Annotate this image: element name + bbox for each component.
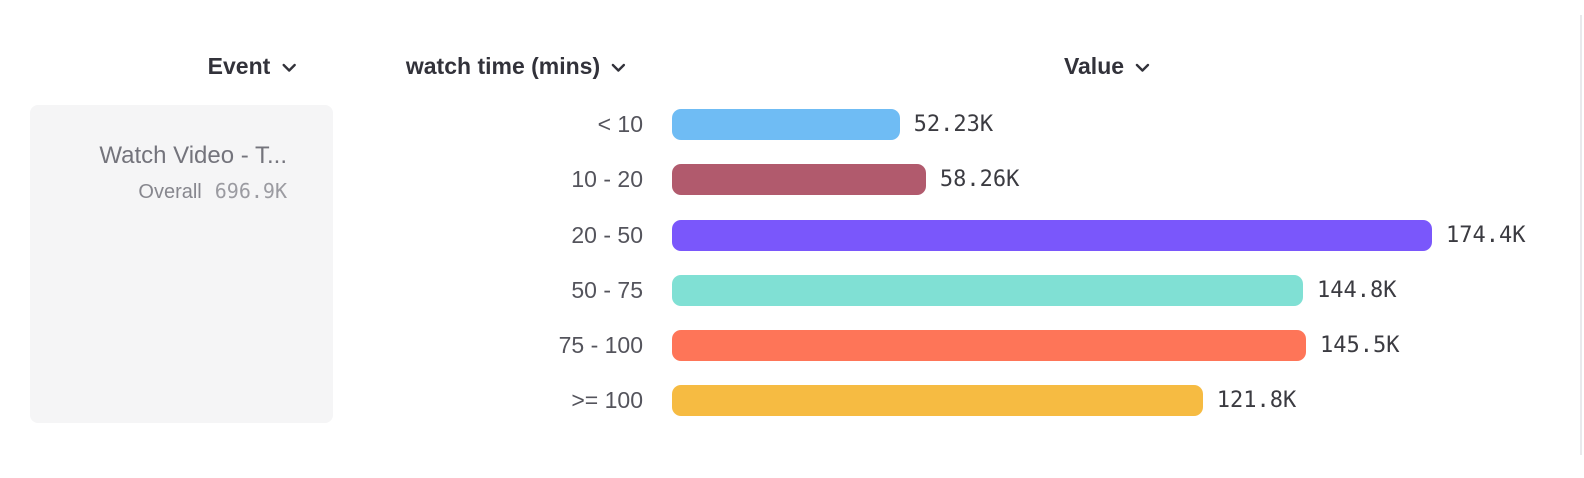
column-header-value-label: Value bbox=[1063, 53, 1125, 79]
bar[interactable] bbox=[672, 385, 1203, 417]
bar-row: 50 - 75 144.8K bbox=[420, 274, 1584, 306]
bar-chart: < 10 52.23K 10 - 20 58.26K 20 - 50 174.4… bbox=[420, 109, 1584, 441]
bar[interactable] bbox=[672, 164, 926, 196]
bar-value-label: 145.5K bbox=[1320, 333, 1400, 359]
bar[interactable] bbox=[672, 330, 1307, 362]
bar-row: < 10 52.23K bbox=[420, 109, 1584, 140]
bar-value-label: 52.23K bbox=[913, 112, 994, 137]
bar-category-label: >= 100 bbox=[571, 387, 643, 414]
event-card[interactable]: Watch Video - T... Overall 696.9K bbox=[30, 105, 333, 423]
column-header-breakdown[interactable]: watch time (mins) bbox=[406, 53, 626, 80]
bar-value-label: 144.8K bbox=[1317, 277, 1397, 303]
bar[interactable] bbox=[672, 274, 1303, 306]
chevron-down-icon bbox=[1135, 63, 1150, 72]
overall-label: Overall bbox=[138, 181, 202, 203]
bar-category-label: < 10 bbox=[597, 111, 643, 137]
overall-line: Overall 696.9K bbox=[40, 179, 287, 204]
bar-row: 75 - 100 145.5K bbox=[420, 330, 1584, 362]
bar-value-label: 174.4K bbox=[1446, 222, 1526, 248]
bar-category-label: 10 - 20 bbox=[571, 166, 643, 193]
bar-row: 10 - 20 58.26K bbox=[420, 164, 1584, 196]
panel-divider bbox=[1580, 15, 1582, 455]
bar-category-label: 50 - 75 bbox=[571, 276, 643, 303]
column-header-event[interactable]: Event bbox=[208, 53, 297, 80]
column-header-value[interactable]: Value bbox=[1064, 53, 1150, 80]
bar-row: 20 - 50 174.4K bbox=[420, 219, 1584, 251]
bar[interactable] bbox=[672, 219, 1432, 251]
event-title: Watch Video - T... bbox=[99, 142, 287, 169]
bar-category-label: 75 - 100 bbox=[558, 332, 643, 359]
column-header-breakdown-label: watch time (mins) bbox=[405, 53, 601, 79]
bar-row: >= 100 121.8K bbox=[420, 385, 1584, 417]
bar[interactable] bbox=[672, 109, 900, 140]
bar-value-label: 58.26K bbox=[939, 167, 1020, 193]
chevron-down-icon bbox=[611, 63, 626, 72]
chevron-down-icon bbox=[282, 63, 296, 72]
column-header-event-label: Event bbox=[207, 53, 271, 79]
bar-category-label: 20 - 50 bbox=[571, 221, 643, 248]
bar-value-label: 121.8K bbox=[1216, 388, 1297, 414]
overall-value: 696.9K bbox=[214, 179, 287, 203]
